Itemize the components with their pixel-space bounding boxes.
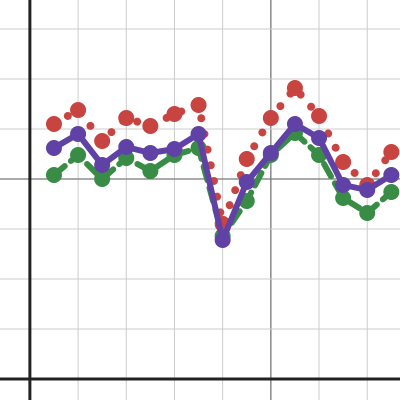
data-point: [311, 108, 328, 124]
data-point: [286, 116, 303, 132]
data-point: [45, 116, 62, 132]
data-point: [118, 110, 135, 126]
data-point: [359, 182, 376, 198]
data-point: [118, 139, 135, 155]
data-point: [94, 157, 111, 173]
data-point: [190, 126, 207, 142]
data-point: [359, 205, 376, 221]
data-point: [70, 147, 87, 163]
data-point: [166, 106, 183, 122]
data-point: [70, 102, 87, 118]
data-point: [335, 154, 352, 170]
data-point: [383, 144, 400, 160]
data-point: [166, 141, 183, 157]
data-point: [238, 151, 255, 167]
data-point: [142, 163, 159, 179]
data-point: [190, 97, 207, 113]
data-point: [142, 118, 159, 134]
data-point: [238, 174, 255, 190]
data-point: [118, 150, 135, 166]
data-point: [262, 110, 279, 126]
data-point: [383, 167, 400, 183]
data-point: [286, 80, 303, 96]
data-point: [142, 145, 159, 161]
data-point: [214, 232, 231, 248]
data-point: [383, 184, 400, 200]
data-point: [311, 130, 328, 146]
series-line: [49, 84, 396, 228]
data-point: [335, 190, 352, 206]
data-point: [262, 145, 279, 161]
data-point: [335, 177, 352, 193]
data-point: [94, 133, 111, 149]
data-point: [45, 167, 62, 183]
data-point: [70, 126, 87, 142]
data-point: [45, 140, 62, 156]
data-point: [94, 171, 111, 187]
